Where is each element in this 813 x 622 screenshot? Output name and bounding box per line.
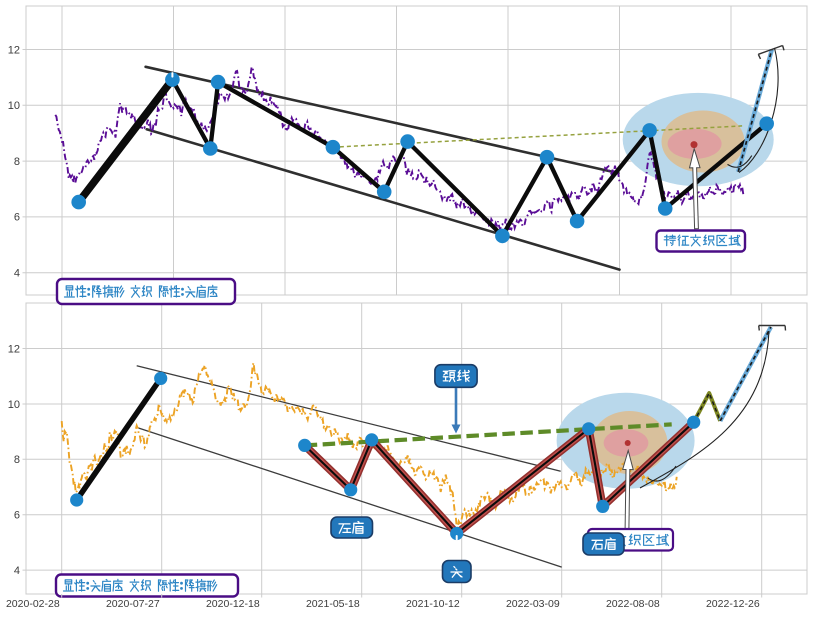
- svg-text:12: 12: [8, 44, 20, 56]
- svg-text:2021-10-12: 2021-10-12: [406, 598, 460, 610]
- svg-text:10: 10: [8, 399, 20, 411]
- svg-text:10: 10: [8, 100, 20, 112]
- svg-text:2020-12-18: 2020-12-18: [206, 598, 260, 610]
- svg-text:2022-03-09: 2022-03-09: [506, 598, 560, 610]
- svg-text:4: 4: [14, 268, 20, 280]
- svg-text:2022-12-26: 2022-12-26: [706, 598, 760, 610]
- svg-text:2020-07-27: 2020-07-27: [106, 598, 160, 610]
- svg-text:6: 6: [14, 510, 20, 522]
- svg-text:6: 6: [14, 212, 20, 224]
- svg-text:8: 8: [14, 454, 20, 466]
- svg-text:8: 8: [14, 156, 20, 168]
- svg-text:2020-02-28: 2020-02-28: [6, 598, 60, 610]
- svg-text:12: 12: [8, 343, 20, 355]
- svg-text:4: 4: [14, 565, 20, 577]
- svg-text:2022-08-08: 2022-08-08: [606, 598, 660, 610]
- svg-text:2021-05-18: 2021-05-18: [306, 598, 360, 610]
